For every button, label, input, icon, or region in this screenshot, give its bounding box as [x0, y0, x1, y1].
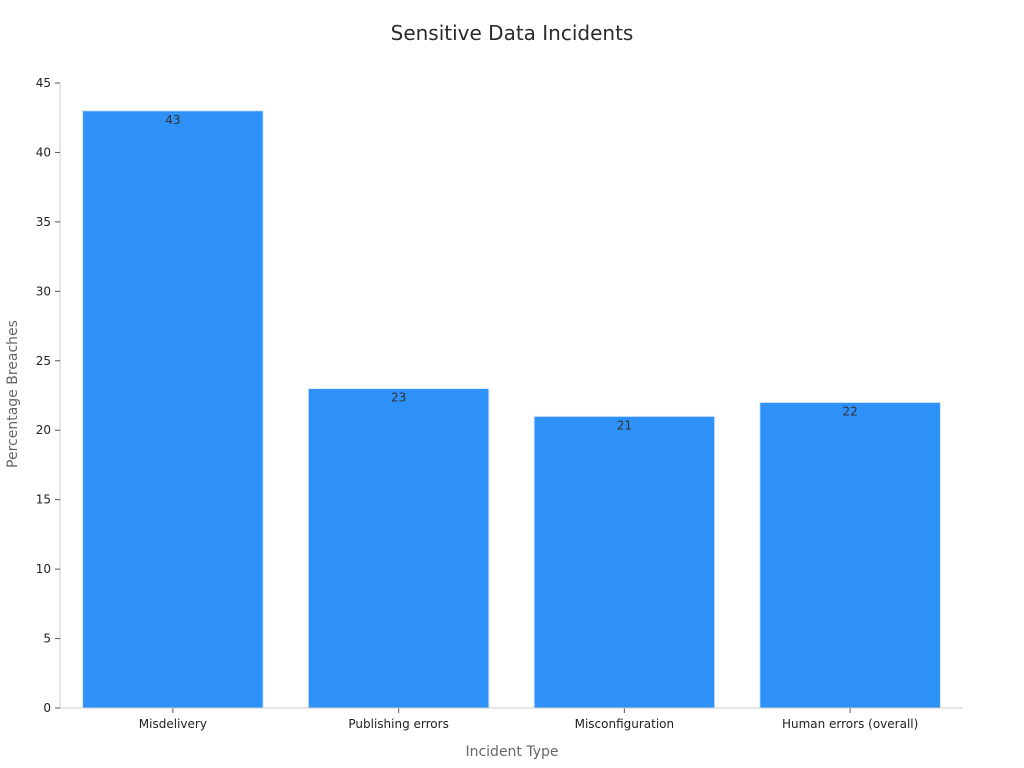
y-tick-label-7: 35 — [36, 215, 51, 229]
data-label-1: 23 — [391, 391, 406, 405]
y-tick-label-2: 10 — [36, 562, 51, 576]
y-axis-label: Percentage Breaches — [5, 320, 21, 468]
y-tick-label-6: 30 — [36, 284, 51, 298]
axes-group — [55, 82, 963, 713]
y-tick-label-4: 20 — [36, 423, 51, 437]
bar-2 — [533, 415, 716, 709]
x-tick-label-1: Publishing errors — [348, 717, 448, 731]
data-label-2: 21 — [617, 418, 632, 432]
y-tick-label-0: 0 — [43, 701, 51, 715]
x-tick-label-3: Human errors (overall) — [782, 717, 918, 731]
y-tick-label-1: 5 — [43, 632, 51, 646]
x-tick-label-2: Misconfiguration — [575, 717, 675, 731]
y-tick-label-8: 40 — [36, 145, 51, 159]
bar-3 — [759, 401, 941, 709]
y-tick-label-9: 45 — [36, 76, 51, 90]
labels-group: 43 Misdelivery 23 Publishing errors 21 Miscon… — [36, 76, 919, 731]
x-tick-label-0: Misdelivery — [139, 717, 207, 731]
x-axis-label: Incident Type — [465, 744, 558, 760]
y-tick-label-5: 25 — [36, 354, 51, 368]
y-tick-label-3: 15 — [36, 493, 51, 507]
bar-1 — [307, 388, 490, 709]
data-label-3: 22 — [842, 404, 857, 418]
bars-group — [82, 110, 941, 709]
bar-0 — [82, 110, 264, 709]
chart-title: Sensitive Data Incidents — [391, 21, 634, 45]
data-label-0: 43 — [165, 113, 180, 127]
